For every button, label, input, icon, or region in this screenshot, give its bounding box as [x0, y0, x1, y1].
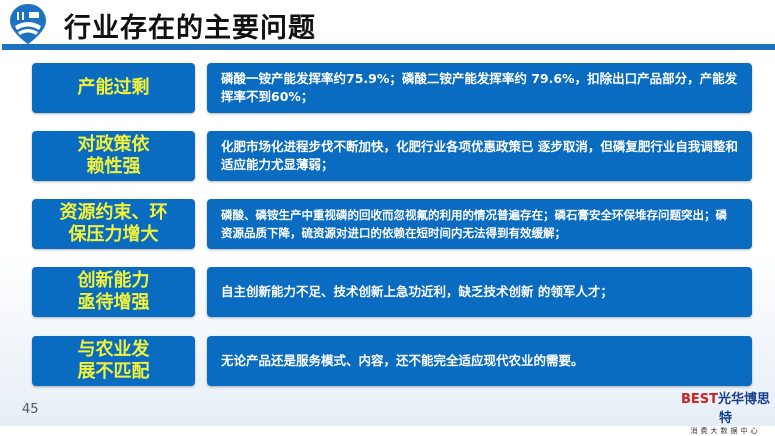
brand-subtitle: 消费大数据中心: [690, 427, 761, 435]
farm-map-pin-icon: [10, 4, 46, 44]
issue-row: 创新能力亟待增强 自主创新能力不足、技术创新上急功近利，缺乏技术创新 的领军人才…: [32, 267, 752, 317]
issue-description: 自主创新能力不足、技术创新上急功近利，缺乏技术创新 的领军人才；: [207, 267, 752, 317]
issue-label: 产能过剩: [32, 63, 195, 113]
title-divider: [2, 44, 775, 50]
issue-row: 与农业发展不匹配 无论产品还是服务模式、内容，还不能完全适应现代农业的需要。: [32, 336, 752, 386]
issue-row: 对政策依赖性强 化肥市场化进程步伐不断加快，化肥行业各项优惠政策已 逐步取消，但…: [32, 131, 752, 181]
brand-logo: BEST光华博思特 消费大数据中心: [676, 388, 775, 436]
issue-description: 磷酸一铵产能发挥率约75.9%；磷酸二铵产能发挥率约 79.6%，扣除出口产品部…: [207, 63, 752, 113]
brand-name: 光华博思特: [718, 392, 771, 426]
issue-label: 资源约束、环保压力增大: [32, 199, 195, 249]
brand-mark: BEST: [680, 392, 718, 407]
page-number: 45: [22, 402, 39, 417]
issue-label: 创新能力亟待增强: [32, 267, 195, 317]
page-title: 行业存在的主要问题: [64, 13, 316, 44]
issue-label: 对政策依赖性强: [32, 131, 195, 181]
issue-description: 化肥市场化进程步伐不断加快，化肥行业各项优惠政策已 逐步取消，但磷复肥行业自我调…: [207, 131, 752, 181]
issue-row: 资源约束、环保压力增大 磷酸、磷铵生产中重视磷的回收而忽视氟的利用的情况普遍存在…: [32, 199, 752, 249]
issue-label: 与农业发展不匹配: [32, 336, 195, 386]
issue-description: 磷酸、磷铵生产中重视磷的回收而忽视氟的利用的情况普遍存在；磷石膏安全环保堆存问题…: [207, 199, 752, 249]
issue-row: 产能过剩 磷酸一铵产能发挥率约75.9%；磷酸二铵产能发挥率约 79.6%，扣除…: [32, 63, 752, 113]
issue-description: 无论产品还是服务模式、内容，还不能完全适应现代农业的需要。: [207, 336, 752, 386]
